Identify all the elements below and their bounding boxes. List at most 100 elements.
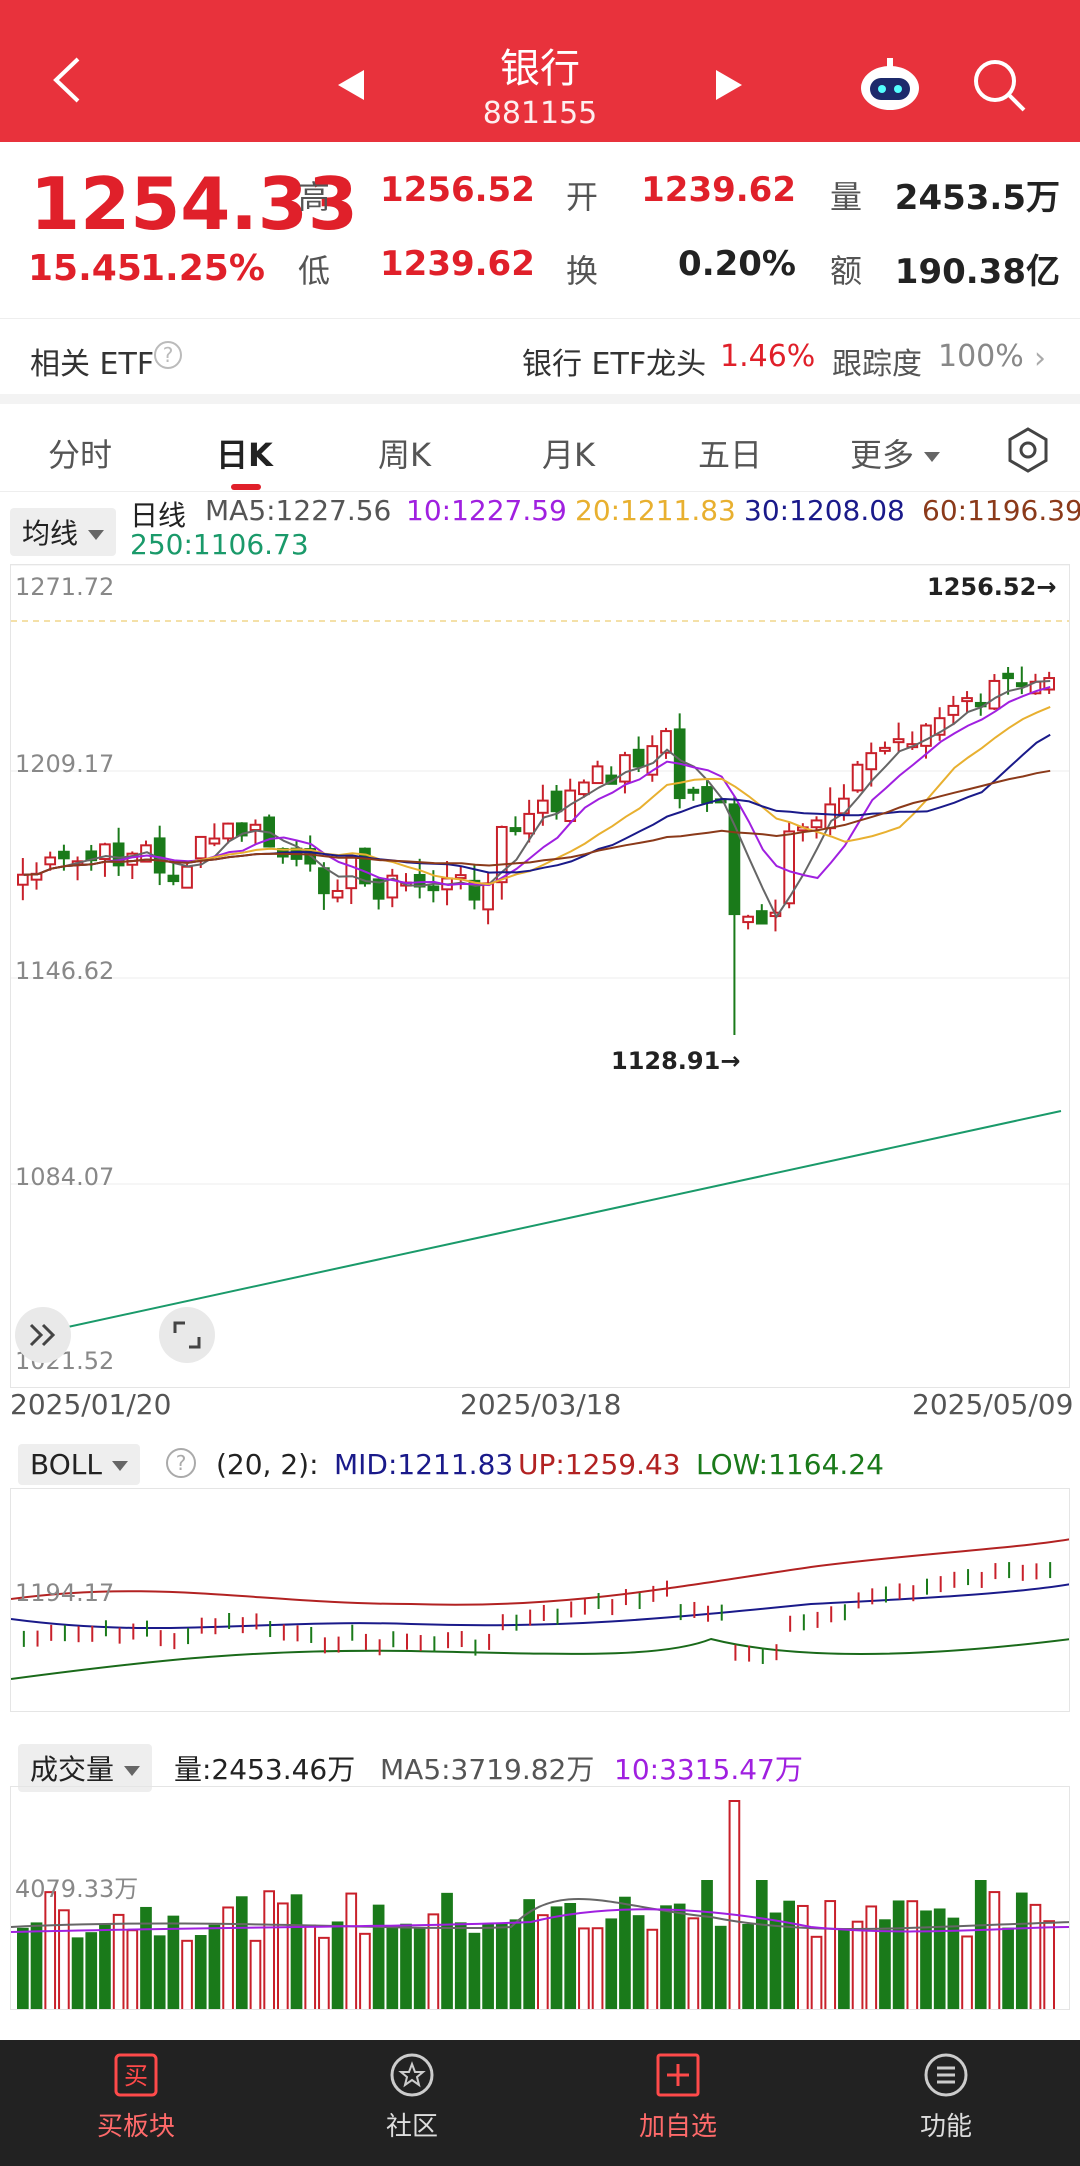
candle xyxy=(1043,677,1056,691)
candle xyxy=(372,878,385,900)
nav-community[interactable]: 社区 xyxy=(312,2052,512,2143)
search-icon[interactable] xyxy=(970,56,1028,114)
ma-line xyxy=(23,680,1051,919)
boll-lower-line xyxy=(11,1637,1069,1680)
volume-bar xyxy=(865,1905,878,2009)
volume-bar xyxy=(99,1924,111,2009)
volume-bar xyxy=(892,1900,905,2009)
settings-icon[interactable] xyxy=(1004,426,1052,474)
tab-five-day[interactable]: 五日 xyxy=(698,436,763,474)
candle xyxy=(701,786,713,804)
ma30-value: 30:1208.08 xyxy=(744,494,905,527)
amount-value: 190.38亿 xyxy=(894,252,1060,292)
volume-bar xyxy=(810,1935,823,2009)
divider xyxy=(0,394,1080,404)
assistant-robot-icon[interactable] xyxy=(858,56,922,112)
candle xyxy=(153,837,166,874)
candle xyxy=(851,763,864,792)
candle xyxy=(58,850,70,860)
boll-upper-line xyxy=(11,1538,1069,1606)
tab-monthly-k[interactable]: 月K xyxy=(542,436,595,474)
boll-selector-label: BOLL xyxy=(30,1448,102,1481)
candle xyxy=(537,799,549,814)
help-icon[interactable]: ? xyxy=(166,1448,196,1478)
previous-icon[interactable] xyxy=(336,68,366,102)
candle xyxy=(687,788,700,794)
help-icon[interactable]: ? xyxy=(154,341,182,369)
volume-bar xyxy=(441,1892,453,2009)
back-arrow-icon[interactable] xyxy=(48,55,84,105)
svg-text:买: 买 xyxy=(124,2062,148,2090)
volume-bar xyxy=(345,1892,358,2009)
volume-bar xyxy=(988,1891,1001,2009)
open-value: 1239.62 xyxy=(641,170,796,210)
candle xyxy=(619,754,631,783)
boll-legend: BOLL ? (20, 2): MID:1211.83 UP:1259.43 L… xyxy=(0,1440,1080,1486)
volume-selector[interactable]: 成交量 xyxy=(18,1744,153,1792)
volume-bar xyxy=(153,1935,166,2009)
community-icon xyxy=(390,2053,434,2097)
nav-add-watchlist[interactable]: 加自选 xyxy=(578,2052,778,2143)
volume-bar xyxy=(578,1927,590,2009)
tab-daily-k[interactable]: 日K xyxy=(216,436,273,474)
amount-label: 额 xyxy=(830,252,863,290)
volume-bar xyxy=(920,1910,932,2009)
volume-bar xyxy=(181,1939,193,2009)
candle xyxy=(728,803,741,916)
ma-selector[interactable]: 均线 xyxy=(10,508,117,556)
volume-bar xyxy=(359,1932,371,2009)
quote-panel: 1254.33 15.45 1.25% 高 1256.52 低 1239.62 … xyxy=(0,142,1080,318)
boll-low: LOW:1164.24 xyxy=(696,1448,884,1481)
volume-ma5-line xyxy=(11,1897,1069,1930)
volume-label: 量 xyxy=(830,178,863,216)
volume-bar xyxy=(537,1914,549,2009)
candle xyxy=(482,882,494,911)
high-marker: 1256.52→ xyxy=(927,573,1056,601)
boll-params: (20, 2): xyxy=(216,1448,319,1481)
volume-bar xyxy=(1002,1927,1014,2009)
volume-bar xyxy=(769,1912,782,2009)
fullscreen-icon[interactable] xyxy=(159,1307,215,1363)
expand-sidebar-icon[interactable] xyxy=(15,1307,71,1363)
volume-bar xyxy=(30,1922,43,2009)
sector-code: 881155 xyxy=(482,96,598,131)
nav-functions[interactable]: 功能 xyxy=(846,2052,1046,2143)
volume-bar xyxy=(386,1927,399,2009)
date-start: 2025/01/20 xyxy=(10,1388,172,1421)
candle xyxy=(468,879,481,901)
candle xyxy=(235,822,248,837)
boll-up: UP:1259.43 xyxy=(518,1448,681,1481)
related-etf-row[interactable]: 相关 ETF ? 银行 ETF龙头 1.46% 跟踪度 100% › xyxy=(0,318,1080,394)
volume-bar xyxy=(974,1880,987,2009)
volume-bar xyxy=(933,1908,946,2009)
next-icon[interactable] xyxy=(714,68,744,102)
volume-bar xyxy=(619,1896,631,2009)
boll-mid: MID:1211.83 xyxy=(334,1448,514,1481)
boll-selector[interactable]: BOLL xyxy=(18,1444,140,1485)
volume-bar xyxy=(687,1917,700,2009)
volume-bar xyxy=(632,1915,645,2009)
top-bar: 银行 881155 xyxy=(0,0,1080,142)
nav-buy-sector[interactable]: 买 买板块 xyxy=(36,2052,236,2143)
candle xyxy=(386,874,399,899)
volume-bar xyxy=(673,1903,686,2009)
ma20-value: 20:1211.83 xyxy=(575,494,736,527)
kline-chart[interactable]: 1271.72 1209.17 1146.62 1084.07 1021.52 … xyxy=(10,564,1070,1388)
low-marker: 1128.91→ xyxy=(611,1047,740,1075)
candle xyxy=(454,874,467,880)
candle xyxy=(427,885,440,892)
high-value: 1256.52 xyxy=(380,170,535,210)
volume-bar xyxy=(331,1921,344,2009)
volume-bar xyxy=(605,1918,618,2009)
volume-bar xyxy=(140,1906,152,2009)
candle xyxy=(865,752,878,771)
tab-more[interactable]: 更多 xyxy=(850,430,941,476)
tab-intraday[interactable]: 分时 xyxy=(48,436,113,474)
volume-bar xyxy=(427,1913,440,2009)
volume-chart[interactable]: 4079.33万 xyxy=(10,1786,1070,2010)
boll-chart[interactable]: 1194.17 xyxy=(10,1488,1070,1712)
tab-more-label: 更多 xyxy=(850,436,915,474)
volume-bar xyxy=(400,1923,412,2009)
tab-weekly-k[interactable]: 周K xyxy=(378,436,431,474)
candle xyxy=(509,827,522,833)
